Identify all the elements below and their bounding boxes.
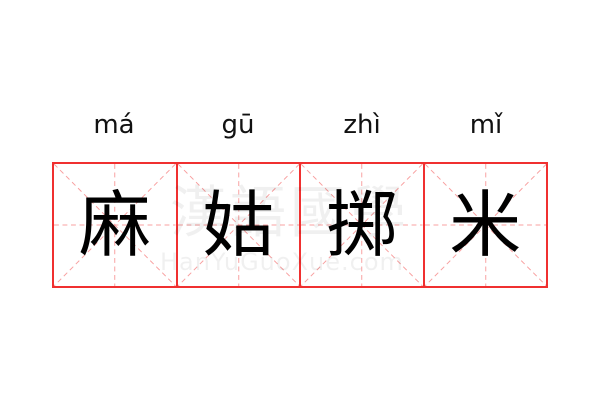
hanzi-2: 姑 xyxy=(202,183,275,267)
hanzi-1: 麻 xyxy=(78,183,151,267)
guide-lines xyxy=(301,164,423,286)
guide-lines xyxy=(424,164,546,286)
character-grid: 麻 姑 掷 米 xyxy=(52,162,548,288)
pinyin-3: zhì xyxy=(343,110,381,140)
hanzi-3: 掷 xyxy=(325,183,398,267)
guide-lines xyxy=(177,164,299,286)
character-cell-3: 掷 xyxy=(299,164,423,286)
guide-lines xyxy=(54,164,176,286)
pinyin-4: mǐ xyxy=(469,110,503,140)
pinyin-2: gū xyxy=(221,110,255,140)
pinyin-1: má xyxy=(93,110,135,140)
character-cell-1: 麻 xyxy=(54,164,176,286)
hanzi-4: 米 xyxy=(449,183,522,267)
character-cell-2: 姑 xyxy=(175,164,299,286)
character-cell-4: 米 xyxy=(422,164,546,286)
